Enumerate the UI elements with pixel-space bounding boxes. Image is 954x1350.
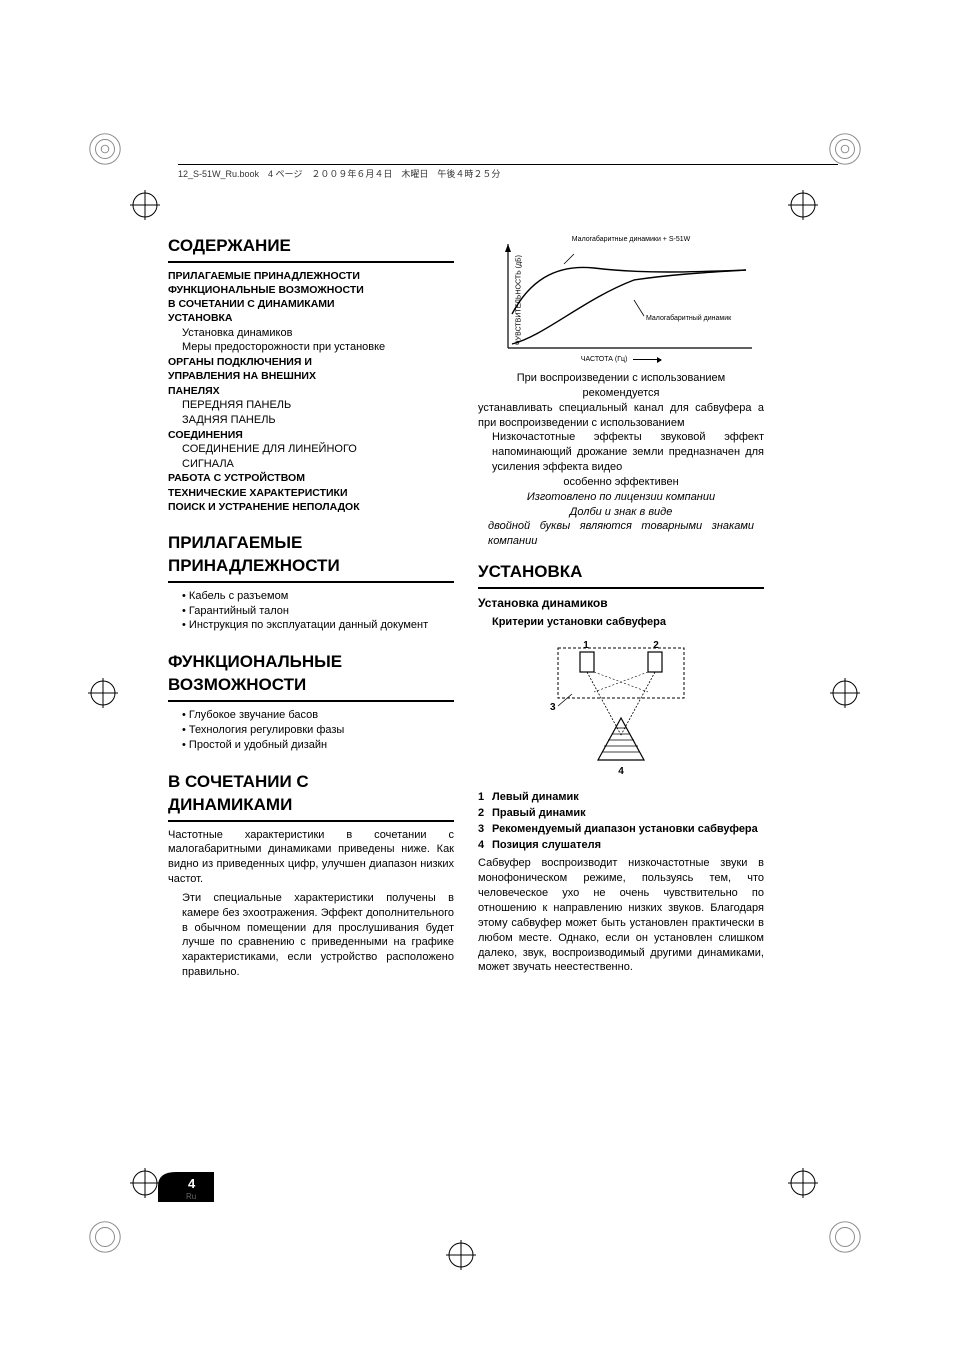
cross-mark bbox=[788, 1168, 818, 1198]
right-p1: При воспроизведении с использованием рек… bbox=[478, 371, 764, 401]
reg-mark-br bbox=[826, 1218, 864, 1256]
accessories-list: Кабель с разъемом Гарантийный талон Инст… bbox=[168, 589, 454, 634]
list-item: Инструкция по эксплуатации данный докуме… bbox=[182, 618, 454, 633]
svg-text:1: 1 bbox=[583, 640, 589, 651]
chart-ylabel: ЧУВСТВИТЕЛЬНОСТЬ (дБ) bbox=[514, 255, 523, 345]
cross-mark bbox=[830, 678, 860, 708]
placement-diagram: 1 2 3 4 bbox=[478, 640, 764, 780]
rule bbox=[168, 700, 454, 702]
toc-item: УСТАНОВКА bbox=[168, 311, 454, 325]
list-item: Глубокое звучание басов bbox=[182, 708, 454, 723]
rule bbox=[478, 587, 764, 589]
toc-subitem: Меры предосторожности при установке bbox=[168, 340, 454, 355]
svg-text:2: 2 bbox=[653, 640, 659, 651]
header-filename-text: 12_S-51W_Ru.book 4 ページ ２００９年６月４日 木曜日 午後４… bbox=[178, 169, 500, 179]
subheading-install-speakers: Установка динамиков bbox=[478, 595, 764, 611]
toc-item: ОРГАНЫ ПОДКЛЮЧЕНИЯ И bbox=[168, 355, 454, 369]
cross-mark bbox=[130, 1168, 160, 1198]
heading-contents: СОДЕРЖАНИЕ bbox=[168, 235, 454, 258]
install-body: Сабвуфер воспроизводит низкочастотные зв… bbox=[478, 856, 764, 975]
svg-text:4: 4 bbox=[618, 766, 624, 777]
toc-item: СОЕДИНЕНИЯ bbox=[168, 428, 454, 442]
header-filename: 12_S-51W_Ru.book 4 ページ ２００９年６月４日 木曜日 午後４… bbox=[178, 164, 838, 180]
toc-subitem: ЗАДНЯЯ ПАНЕЛЬ bbox=[168, 413, 454, 428]
reg-mark-tl bbox=[86, 130, 124, 168]
right-p3: Низкочастотные эффекты звуковой эффект н… bbox=[478, 430, 764, 475]
cross-mark bbox=[88, 678, 118, 708]
toc-item: ПОИСК И УСТРАНЕНИЕ НЕПОЛАДОК bbox=[168, 500, 454, 514]
list-item: Простой и удобный дизайн bbox=[182, 738, 454, 753]
right-italic-3: двойной буквы являются товарными знаками… bbox=[478, 519, 764, 549]
list-item: Технология регулировки фазы bbox=[182, 723, 454, 738]
right-italic-1: Изготовлено по лицензии компании bbox=[478, 490, 764, 505]
frequency-chart: ЧУВСТВИТЕЛЬНОСТЬ (дБ) Малогабаритные дин… bbox=[478, 235, 764, 365]
toc-subitem: Установка динамиков bbox=[168, 326, 454, 341]
toc-item: ТЕХНИЧЕСКИЕ ХАРАКТЕРИСТИКИ bbox=[168, 486, 454, 500]
rule bbox=[168, 820, 454, 822]
toc-item: ПРИЛАГАЕМЫЕ ПРИНАДЛЕЖНОСТИ bbox=[168, 269, 454, 283]
subheading-criteria: Критерии установки сабвуфера bbox=[478, 615, 764, 630]
chart-xlabel: ЧАСТОТА (Гц) bbox=[478, 355, 764, 364]
rule bbox=[168, 261, 454, 263]
heading-install: УСТАНОВКА bbox=[478, 561, 764, 584]
cross-mark bbox=[788, 190, 818, 220]
page-lang: Ru bbox=[186, 1192, 196, 1201]
reg-mark-tr bbox=[826, 130, 864, 168]
right-p4: особенно эффективен bbox=[478, 475, 764, 490]
chart-annotation-top: Малогабаритные динамики + S-51W bbox=[498, 235, 764, 244]
toc-item: ФУНКЦИОНАЛЬНЫЕ ВОЗМОЖНОСТИ bbox=[168, 283, 454, 297]
right-italic-2: Долби и знак в виде bbox=[478, 505, 764, 520]
features-list: Глубокое звучание басов Технология регул… bbox=[168, 708, 454, 753]
legend-item: 3Рекомендуемый диапазон установки сабвуф… bbox=[478, 822, 764, 837]
svg-text:Малогабаритный динамик: Малогабаритный динамик bbox=[646, 314, 732, 322]
page-content: СОДЕРЖАНИЕ ПРИЛАГАЕМЫЕ ПРИНАДЛЕЖНОСТИ ФУ… bbox=[168, 185, 764, 1195]
toc-item: РАБОТА С УСТРОЙСТВОМ bbox=[168, 471, 454, 485]
legend-item: 4Позиция слушателя bbox=[478, 838, 764, 853]
svg-text:3: 3 bbox=[550, 702, 556, 713]
rule bbox=[168, 581, 454, 583]
right-column: ЧУВСТВИТЕЛЬНОСТЬ (дБ) Малогабаритные дин… bbox=[478, 235, 764, 980]
toc-item: В СОЧЕТАНИИ С ДИНАМИКАМИ bbox=[168, 297, 454, 311]
list-item: Кабель с разъемом bbox=[182, 589, 454, 604]
page-number-tab: 4 Ru bbox=[158, 1168, 218, 1207]
right-p2: устанавливать специальный канал для сабв… bbox=[478, 401, 764, 431]
page-number: 4 bbox=[188, 1176, 195, 1191]
legend-item: 2Правый динамик bbox=[478, 806, 764, 821]
combo-paragraph-1: Частотные характеристики в сочетании с м… bbox=[168, 828, 454, 887]
toc-item: ПАНЕЛЯХ bbox=[168, 384, 454, 398]
cross-mark bbox=[446, 1240, 476, 1270]
toc-subitem: СИГНАЛА bbox=[168, 457, 454, 472]
chart-svg: Малогабаритный динамик bbox=[494, 244, 764, 352]
cross-mark bbox=[130, 190, 160, 220]
combo-paragraph-2: Эти специальные характеристики получены … bbox=[168, 891, 454, 980]
heading-accessories: ПРИЛАГАЕМЫЕПРИНАДЛЕЖНОСТИ bbox=[168, 532, 454, 578]
reg-mark-bl bbox=[86, 1218, 124, 1256]
legend-item: 1Левый динамик bbox=[478, 790, 764, 805]
list-item: Гарантийный талон bbox=[182, 604, 454, 619]
toc-subitem: СОЕДИНЕНИЕ ДЛЯ ЛИНЕЙНОГО bbox=[168, 442, 454, 457]
heading-features: ФУНКЦИОНАЛЬНЫЕВОЗМОЖНОСТИ bbox=[168, 651, 454, 697]
toc-subitem: ПЕРЕДНЯЯ ПАНЕЛЬ bbox=[168, 398, 454, 413]
heading-combo: В СОЧЕТАНИИ СДИНАМИКАМИ bbox=[168, 771, 454, 817]
left-column: СОДЕРЖАНИЕ ПРИЛАГАЕМЫЕ ПРИНАДЛЕЖНОСТИ ФУ… bbox=[168, 235, 454, 980]
toc-item: УПРАВЛЕНИЯ НА ВНЕШНИХ bbox=[168, 369, 454, 383]
